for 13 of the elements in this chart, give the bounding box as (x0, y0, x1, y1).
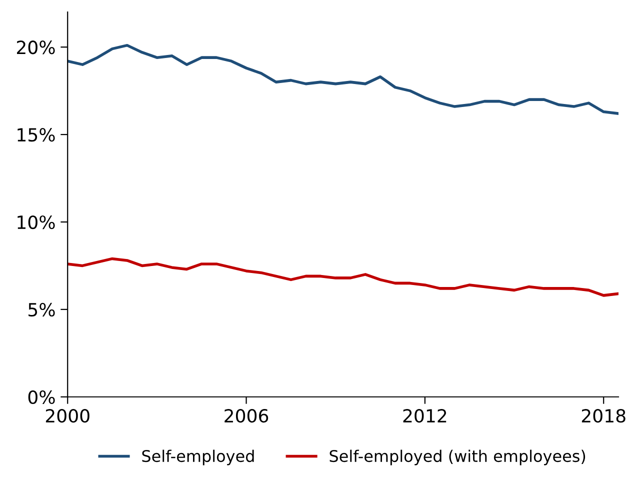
y-tick-label: 5% (28, 302, 55, 317)
x-tick-label: 2012 (403, 409, 446, 423)
x-tick-label: 2018 (582, 409, 626, 423)
legend-label: Self-employed (with employees) (330, 450, 586, 466)
x-tick-label: 2000 (46, 409, 90, 423)
y-tick-label: 0% (28, 390, 55, 404)
x-tick-label: 2006 (224, 409, 268, 423)
y-tick-label: 15% (18, 128, 55, 142)
line-series (68, 257, 618, 297)
legend-label: Self-employed (142, 450, 254, 466)
line-series (68, 44, 618, 115)
y-tick-label: 10% (18, 215, 55, 230)
y-tick-label: 20% (16, 40, 55, 54)
